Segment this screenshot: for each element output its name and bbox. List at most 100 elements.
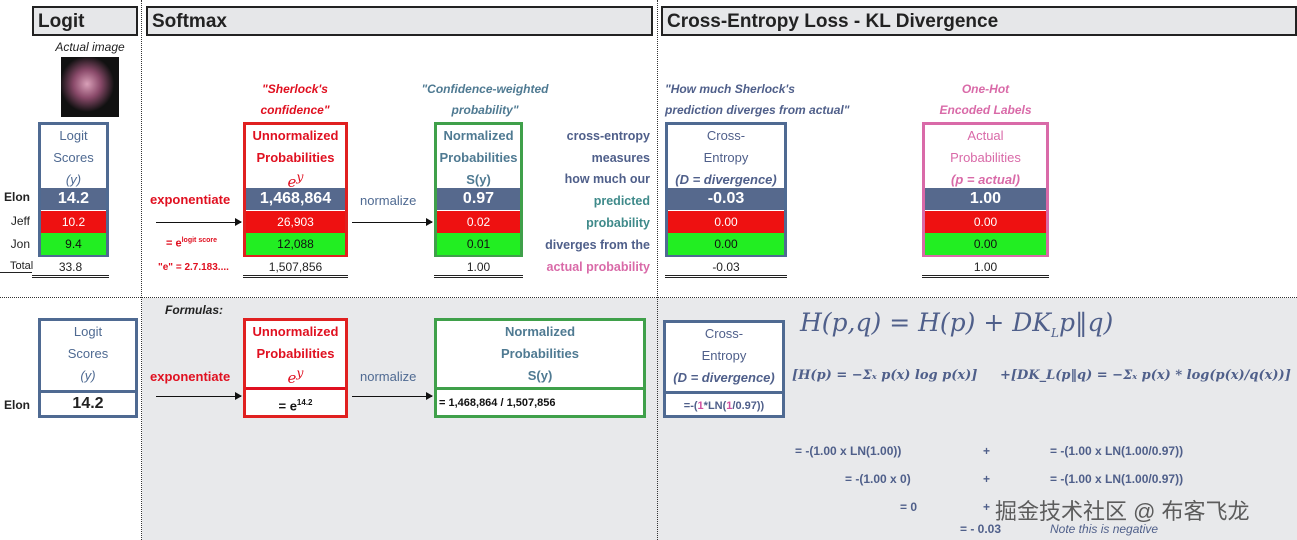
norm-elon: 0.97: [437, 188, 520, 210]
explain-line: diverges from the: [545, 238, 650, 252]
eq: L: [1050, 326, 1059, 340]
row-label-jeff: Jeff: [10, 214, 30, 228]
h: Normalized: [504, 324, 576, 339]
e-formula: = e: [166, 237, 182, 250]
h: S(y): [527, 368, 553, 383]
exp-sup: 14.2: [296, 398, 313, 407]
face-image: [61, 57, 119, 117]
q: "How much Sherlock's: [665, 82, 795, 96]
h: Probabilities: [439, 150, 518, 165]
calc-plus: +: [983, 444, 991, 458]
ce-elon: -0.03: [668, 188, 784, 210]
bottom-ce-box: Cross- Entropy (D = divergence) =-(1*LN(1/…: [663, 320, 785, 418]
logit-header: Logit: [32, 6, 138, 36]
formulas-label: Formulas:: [165, 303, 224, 317]
f: *LN(: [703, 400, 727, 412]
actual-elon: 1.00: [925, 188, 1046, 210]
explain-line: predicted: [593, 194, 650, 208]
confidence-quote: "Confidence-weighted probability": [400, 82, 570, 117]
q: One-Hot: [961, 82, 1010, 96]
explain-line: cross-entropy: [566, 129, 650, 143]
h: e: [287, 173, 297, 191]
normalize-label: normalize: [360, 369, 417, 384]
h: (y): [65, 172, 82, 187]
h: Probabilities: [256, 150, 335, 165]
bottom-logit-value: 14.2: [41, 390, 135, 415]
f: /0.97)): [732, 400, 765, 412]
ce-total: -0.03: [665, 260, 787, 278]
row-label-jon: Jon: [10, 237, 30, 251]
h: e: [287, 369, 297, 387]
q: probability": [451, 103, 519, 117]
norm-jeff: 0.02: [437, 211, 520, 233]
h: Unnormalized: [252, 128, 339, 143]
calc-left-2: = -(1.00 x 0): [845, 472, 911, 486]
arrow-icon: [352, 392, 433, 400]
h: Logit: [73, 324, 103, 339]
q: "Sherlock's: [262, 82, 328, 96]
arrow-icon: [156, 218, 242, 226]
explain-line: actual probability: [546, 260, 651, 274]
h: Cross-: [706, 128, 746, 143]
explain-line: how much our: [564, 172, 650, 186]
ce-jeff: 0.00: [668, 211, 784, 233]
calc-right-1: = -(1.00 x LN(1.00/0.97)): [1050, 444, 1184, 458]
h: (D = divergence): [675, 172, 777, 187]
calc-result: = - 0.03: [960, 522, 1002, 536]
exponentiate-label: exponentiate: [150, 192, 231, 207]
divider: [657, 0, 658, 540]
main-equation: H(p,q) = H(p) + DKLp‖q): [800, 308, 1113, 340]
logit-elon: 14.2: [41, 188, 106, 210]
actual-jon: 0.00: [925, 233, 1046, 255]
arrow-icon: [352, 218, 433, 226]
normalized-box: Normalized Probabilities S(y) 0.97 0.02 0.…: [434, 122, 523, 257]
h: Probabilities: [256, 346, 335, 361]
actual-image-label: Actual image: [55, 40, 125, 54]
row-label-elon: Elon: [4, 190, 30, 204]
h: Probabilities: [950, 150, 1021, 165]
divider: [0, 297, 1297, 298]
h: Unnormalized: [252, 324, 339, 339]
note-negative: Note this is negative: [1050, 522, 1159, 536]
logit-total: 33.8: [32, 260, 109, 278]
calc-right-2: = -(1.00 x LN(1.00/0.97)): [1050, 472, 1184, 486]
e-sup: logit score: [181, 237, 218, 244]
row-label-elon: Elon: [4, 398, 30, 412]
cross-entropy-box: Cross- Entropy (D = divergence) -0.03 0.00…: [665, 122, 787, 257]
logit-jeff: 10.2: [41, 211, 106, 233]
kl-equation: +[DK_L(p‖q) = −Σₓ p(x) * log(p(x)/q(x))]: [1000, 368, 1291, 383]
h: (y): [80, 368, 96, 383]
total-label: Total: [0, 260, 33, 273]
calc-left-1: = -(1.00 x LN(1.00)): [795, 444, 902, 458]
unnorm-jeff: 26,903: [246, 211, 345, 233]
h: Actual: [967, 128, 1004, 143]
e-value: "e" = 2.7.183....: [158, 262, 229, 273]
norm-formula: = 1,468,864 / 1,507,856: [437, 387, 643, 416]
explain-line: probability: [586, 216, 650, 230]
normalize-label: normalize: [360, 193, 417, 208]
calc-left-3: = 0: [900, 500, 918, 514]
h: (D = divergence): [673, 370, 775, 385]
bottom-logit-box: Logit Scores (y) 14.2: [38, 318, 138, 418]
onehot-quote: One-Hot Encoded Labels: [922, 82, 1049, 117]
logit-jon: 9.4: [41, 233, 106, 255]
h: (p = actual): [951, 172, 1020, 187]
h: Entropy: [703, 150, 749, 165]
exp-formula: = e: [278, 398, 297, 414]
q: Encoded Labels: [939, 103, 1032, 117]
h: Scores: [67, 346, 109, 361]
calc-plus: +: [983, 472, 991, 486]
h: Normalized: [443, 128, 514, 143]
actual-jeff: 0.00: [925, 211, 1046, 233]
actual-prob-box: Actual Probabilities (p = actual) 1.00 0.0…: [922, 122, 1049, 257]
h: y: [296, 365, 304, 380]
h: Probabilities: [500, 346, 580, 361]
calc-plus: +: [983, 500, 991, 514]
ce-quote: "How much Sherlock's prediction diverges …: [665, 82, 849, 117]
logit-scores-box: Logit Scores (y) 14.2 10.2 9.4: [38, 122, 109, 257]
q: prediction diverges from actual": [665, 103, 850, 117]
f: =-(: [683, 400, 698, 412]
explain-line: measures: [591, 151, 650, 165]
norm-total: 1.00: [434, 260, 523, 278]
divider: [141, 0, 142, 540]
